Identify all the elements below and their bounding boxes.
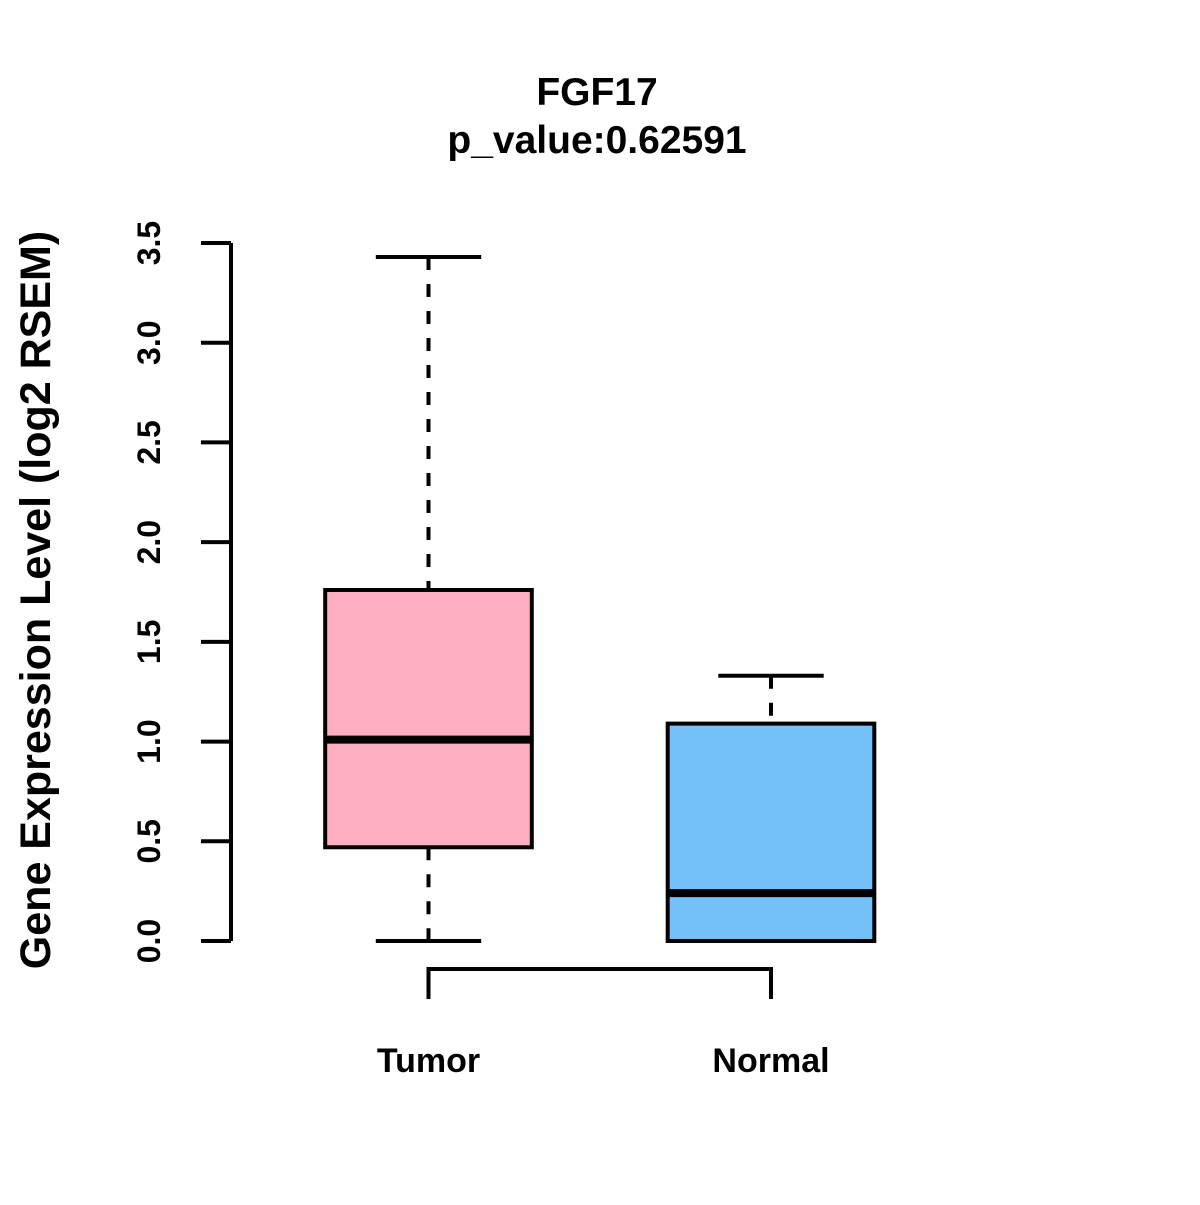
- chart-title: FGF17: [536, 71, 657, 114]
- comparison-bracket: [426, 967, 773, 999]
- y-axis-tick-label: 3.0: [131, 320, 167, 364]
- chart-subtitle: p_value:0.62591: [447, 119, 746, 162]
- y-axis: 0.0 0.5 1.0 1.5 2.0 2.5 3.0 3.5: [131, 221, 233, 963]
- y-axis-tick-label: 0.0: [131, 919, 167, 963]
- box-normal: [665, 673, 877, 943]
- boxplot-boxes: [323, 254, 877, 943]
- y-axis-tick-label: 1.0: [131, 719, 167, 763]
- y-axis-tick-label: 1.5: [131, 620, 167, 664]
- normal-iqr-box: [665, 721, 877, 943]
- tumor-iqr-box: [323, 588, 534, 850]
- comparison-bracket-line: [426, 967, 773, 999]
- x-category-label-tumor: Tumor: [377, 1042, 480, 1080]
- y-axis-tick-label: 0.5: [131, 819, 167, 863]
- x-category-label-normal: Normal: [712, 1042, 829, 1080]
- y-axis-tick-label: 2.5: [131, 420, 167, 464]
- y-axis-title: Gene Expression Level (log2 RSEM): [12, 231, 60, 969]
- y-axis-tick-label: 2.0: [131, 520, 167, 564]
- y-axis-tick-label: 3.5: [131, 221, 167, 265]
- box-tumor: [323, 254, 534, 943]
